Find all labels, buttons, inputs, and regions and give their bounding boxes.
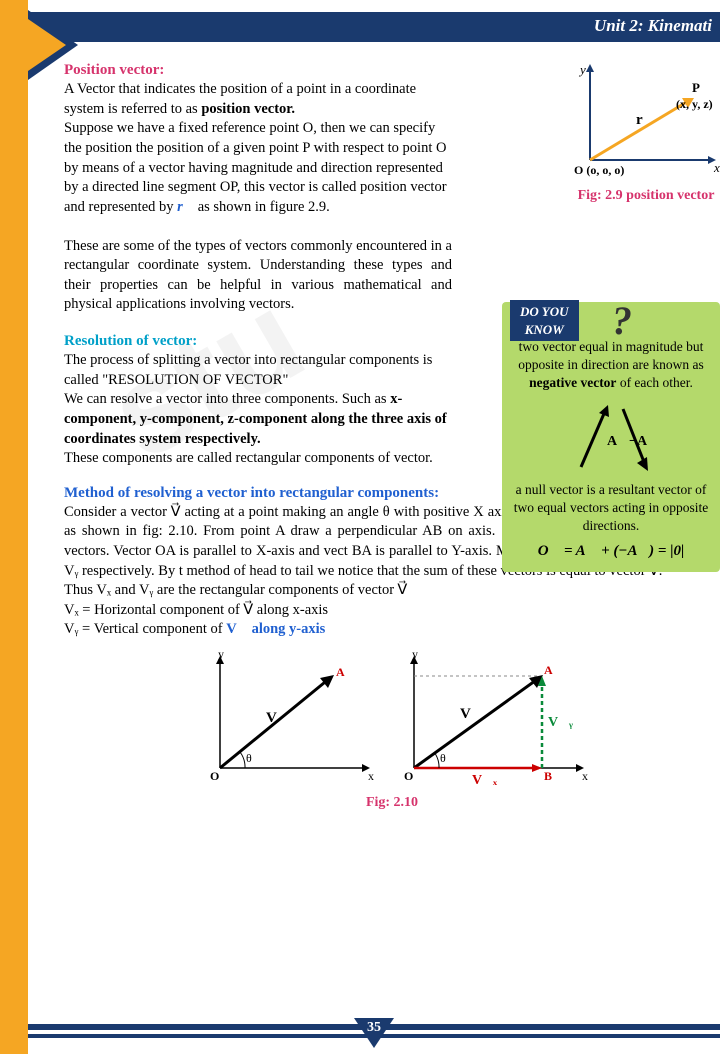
f2B: B (544, 769, 552, 783)
fig29-svg: y x O (o, o, o) P (x, y, z) r⃗ (572, 60, 720, 180)
unit-header: Unit 2: Kinemati (28, 12, 720, 42)
f1th: θ (246, 751, 252, 765)
position-vector-text: A Vector that indicates the position of … (64, 80, 452, 315)
s3p4a: Vᵧ = Vertical component of (64, 621, 226, 637)
fig29-x: x (713, 160, 720, 175)
know-negA: −A (629, 434, 648, 449)
resolution-text: The process of splitting a vector into r… (64, 351, 452, 468)
f1x: x (368, 769, 374, 783)
know-tag: DO YOU KNOW (510, 300, 579, 341)
fig29-caption: Fig: 2.9 position vector (572, 187, 720, 206)
fig29-coords: (x, y, z) (676, 97, 713, 111)
fig29-P: P (692, 80, 700, 95)
fig210-right: y x O A B V⃗ V⃗ₓ V⃗ᵧ θ (384, 648, 594, 788)
s1p2v: r⃗ (177, 199, 194, 215)
s1p1b: position vector. (201, 101, 295, 117)
know-question-mark: ? (612, 294, 632, 348)
s2p1: The process of splitting a vector into r… (64, 352, 432, 388)
s2p3: These components are called rectangular … (64, 450, 433, 466)
corner-decoration-inner (28, 19, 66, 71)
s3p2: Thus Vₓ and Vᵧ are the rectangular compo… (64, 582, 407, 598)
know-A: A (607, 434, 618, 449)
s1p3: These are some of the types of vectors c… (64, 237, 452, 315)
s3p4b: V⃗ along y-axis (226, 621, 325, 637)
know-tag2: KNOW (525, 322, 564, 337)
kt1c: of each other. (616, 375, 692, 390)
figure-2-9: y x O (o, o, o) P (x, y, z) r⃗ Fig: 2.9 … (572, 60, 720, 205)
know-eq: O⃗ = A⃗ + (−A⃗) = |0| (510, 541, 712, 561)
s1p2c: as shown in figure 2.9. (198, 199, 330, 215)
know-arrows: A −A (551, 397, 671, 477)
fig29-y: y (578, 62, 586, 77)
f2x: x (582, 769, 588, 783)
do-you-know-box: DO YOU KNOW ? two vector equal in magnit… (502, 302, 720, 572)
kt1b: negative vector (529, 375, 616, 390)
figure-2-10: y x O A V⃗ θ y x (64, 648, 720, 813)
know-text1: two vector equal in magnitude but opposi… (510, 338, 712, 393)
f2th: θ (440, 751, 446, 765)
fig29-origin: O (o, o, o) (574, 163, 624, 177)
s2p2a: We can resolve a vector into three compo… (64, 391, 390, 407)
fig210-left: y x O A V⃗ θ (190, 648, 380, 788)
f2Vx: V⃗ₓ (472, 773, 498, 788)
f2A: A (544, 663, 553, 677)
f2V: V⃗ (460, 706, 483, 722)
f2y: y (412, 648, 418, 661)
f2O: O (404, 769, 413, 783)
f1V: V⃗ (266, 710, 289, 726)
unit-title: Unit 2: Kinemati (594, 16, 712, 35)
fig210-caption: Fig: 2.10 (64, 794, 720, 813)
f1A: A (336, 665, 345, 679)
fig29-r: r⃗ (636, 112, 654, 128)
kt1: two vector equal in magnitude but opposi… (518, 339, 704, 372)
page-number: 35 (354, 1018, 394, 1048)
f2Vy: V⃗ᵧ (548, 715, 573, 730)
know-tag1: DO YOU (520, 304, 569, 319)
f1y: y (218, 648, 224, 661)
s3p3: Vₓ = Horizontal component of V⃗ along x-… (64, 602, 328, 618)
know-text2: a null vector is a resultant vector of t… (510, 481, 712, 536)
f1O: O (210, 769, 219, 783)
